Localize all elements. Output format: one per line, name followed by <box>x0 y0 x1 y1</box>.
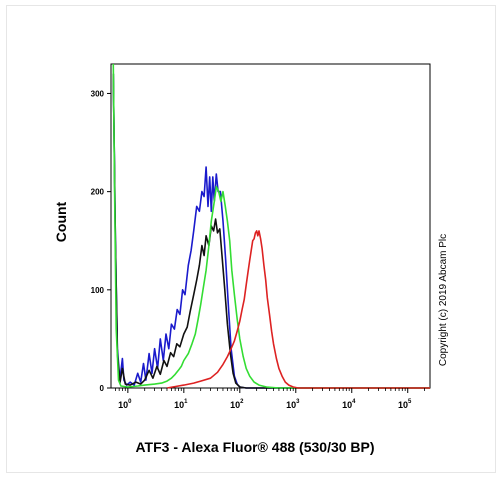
x-tick-label: 103 <box>286 399 300 410</box>
histogram-series-3 <box>112 63 430 389</box>
x-axis: 100 101 102 103 104 105 <box>115 388 425 410</box>
y-axis: 0 100 200 300 <box>91 89 111 393</box>
y-axis-title: Count <box>53 201 69 242</box>
y-tick-label: 200 <box>91 188 105 197</box>
y-tick-label: 100 <box>91 286 105 295</box>
copyright-annotation: Copyright (c) 2019 Abcam Plc <box>438 234 449 366</box>
x-tick-label: 105 <box>398 399 412 410</box>
histogram-series-2 <box>112 73 430 389</box>
histogram-series-4 <box>166 230 430 389</box>
plot-area <box>110 63 431 389</box>
x-axis-title: ATF3 - Alexa Fluor® 488 (530/30 BP) <box>135 439 374 455</box>
y-tick-label: 300 <box>91 89 105 98</box>
histogram-curves <box>112 63 430 389</box>
y-tick-label: 0 <box>100 384 105 393</box>
histogram-series-1 <box>112 73 430 389</box>
x-tick-label: 101 <box>174 399 188 410</box>
x-tick-label: 102 <box>230 399 244 410</box>
figure-frame <box>6 5 496 473</box>
x-tick-label: 100 <box>118 399 132 410</box>
x-tick-label: 104 <box>342 399 356 410</box>
